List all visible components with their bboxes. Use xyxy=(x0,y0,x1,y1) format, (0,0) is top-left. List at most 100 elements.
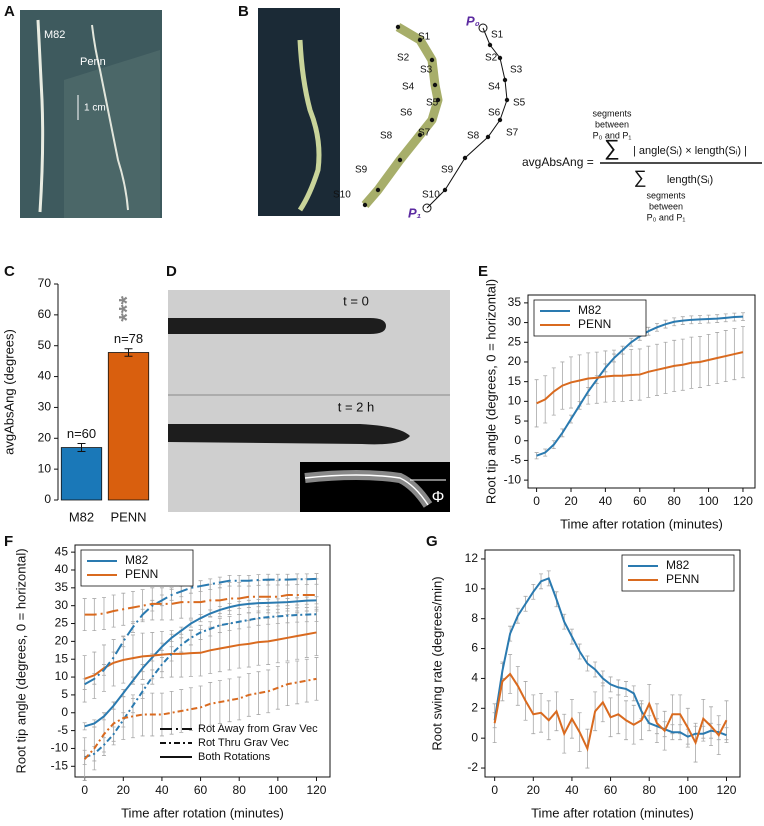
error-bar xyxy=(295,660,300,705)
y-tick-label: 0 xyxy=(514,433,521,447)
y-tick-label: -10 xyxy=(504,472,522,486)
segment-label: S3 xyxy=(510,65,523,76)
numerator: | angle(Sᵢ) × length(Sᵢ) | xyxy=(633,145,747,157)
y-tick-label: -2 xyxy=(467,760,478,774)
error-bar xyxy=(227,615,232,632)
point-label: P₀ xyxy=(466,13,480,28)
x-tick-label: 20 xyxy=(564,494,578,508)
sum-range: between xyxy=(649,201,683,211)
y-tick-label: 0 xyxy=(44,492,51,506)
p1-marker xyxy=(422,203,432,213)
y-tick-label: 10 xyxy=(465,581,479,595)
y-tick-label: 5 xyxy=(514,413,521,427)
x-tick-label: 20 xyxy=(527,783,541,797)
legend-box xyxy=(80,549,194,587)
error-bar xyxy=(101,597,106,630)
category-label: PENN xyxy=(110,509,146,524)
x-axis-label: Time after rotation (minutes) xyxy=(560,516,723,531)
point-label: P₁ xyxy=(408,205,421,220)
y-tick-label: 25 xyxy=(508,334,522,348)
y-tick-label: 6 xyxy=(471,641,478,655)
segment-label: S5 xyxy=(426,98,439,109)
x-tick-label: 40 xyxy=(599,494,613,508)
segment-label: S5 xyxy=(513,98,526,109)
error-bar xyxy=(237,676,242,721)
root-traced xyxy=(361,23,443,208)
segment-label: S1 xyxy=(418,32,431,43)
series-line xyxy=(536,351,744,405)
x-axis-label: Time after rotation (minutes) xyxy=(531,805,694,820)
series-line xyxy=(84,631,317,680)
x-tick-label: 40 xyxy=(155,783,169,797)
y-tick-label: 12 xyxy=(465,551,479,565)
legend-box xyxy=(621,554,735,592)
legend-label: PENN xyxy=(666,572,699,586)
time-label: t = 0 xyxy=(343,293,369,308)
panel-label: A xyxy=(4,3,15,20)
y-tick-label: 45 xyxy=(55,544,69,558)
error-bar xyxy=(140,589,145,623)
panel-label: G xyxy=(426,533,438,550)
segment-label: S9 xyxy=(355,165,368,176)
y-tick-label: 35 xyxy=(55,580,69,594)
segment-label: S1 xyxy=(491,30,504,41)
plot-frame xyxy=(484,549,741,778)
plot-frame xyxy=(74,544,331,778)
sum-range: P₀ and P₁ xyxy=(593,130,632,140)
y-tick-label: 30 xyxy=(55,598,69,612)
y-tick-label: 5 xyxy=(61,687,68,701)
y-tick-label: 10 xyxy=(508,394,522,408)
y-axis-label: avgAbsAng (degrees) xyxy=(1,329,16,455)
formula-lhs: avgAbsAng = xyxy=(522,155,594,169)
legend-label: PENN xyxy=(125,567,158,581)
legend-label: M82 xyxy=(666,558,690,572)
y-tick-label: 50 xyxy=(38,338,52,352)
sum-symbol: ∑ xyxy=(634,167,647,187)
x-tick-label: 0 xyxy=(533,494,540,508)
segment-label: S9 xyxy=(441,165,454,176)
style-label: Rot Thru Grav Vec xyxy=(198,737,289,749)
y-tick-label: 2 xyxy=(471,700,478,714)
error-bar xyxy=(188,630,193,646)
series-line xyxy=(84,613,317,759)
y-axis-label: Root tip angle (degrees, 0 = horizontal) xyxy=(483,279,498,504)
series-line xyxy=(493,577,727,738)
inset-midline xyxy=(304,474,429,506)
y-tick-label: 35 xyxy=(508,295,522,309)
segment-label: S3 xyxy=(420,65,433,76)
y-tick-label: 20 xyxy=(508,354,522,368)
segment-label: S6 xyxy=(400,108,413,119)
y-tick-label: 15 xyxy=(508,374,522,388)
x-tick-label: 60 xyxy=(604,783,618,797)
photo-label: M82 xyxy=(44,29,65,41)
error-bar xyxy=(124,348,133,357)
segment-points xyxy=(362,24,510,208)
error-bar xyxy=(169,587,174,621)
time-label: t = 2 h xyxy=(338,399,375,414)
error-bar xyxy=(304,658,309,703)
y-tick-label: 4 xyxy=(471,671,478,685)
segment-label: S10 xyxy=(333,190,351,201)
y-tick-label: 60 xyxy=(38,307,52,321)
bar-annotation: n=60 xyxy=(67,426,96,441)
error-bar xyxy=(188,585,193,619)
segment-label: S8 xyxy=(380,131,393,142)
x-tick-label: 40 xyxy=(565,783,579,797)
x-tick-label: 20 xyxy=(117,783,131,797)
error-bar xyxy=(169,690,174,735)
x-tick-label: 0 xyxy=(491,783,498,797)
x-axis-label: Time after rotation (minutes) xyxy=(121,805,284,820)
y-tick-label: 0 xyxy=(471,730,478,744)
bar-annotation: n=78 xyxy=(114,331,143,346)
segment-label: S10 xyxy=(422,190,440,201)
category-label: M82 xyxy=(69,509,94,524)
legend-label: M82 xyxy=(125,553,149,567)
root-m82 xyxy=(36,19,45,213)
bar xyxy=(107,352,150,501)
x-tick-label: 80 xyxy=(643,783,657,797)
segment-label: S4 xyxy=(488,82,501,93)
error-bar xyxy=(314,578,319,612)
error-bar xyxy=(159,587,164,621)
y-tick-label: 20 xyxy=(38,430,52,444)
